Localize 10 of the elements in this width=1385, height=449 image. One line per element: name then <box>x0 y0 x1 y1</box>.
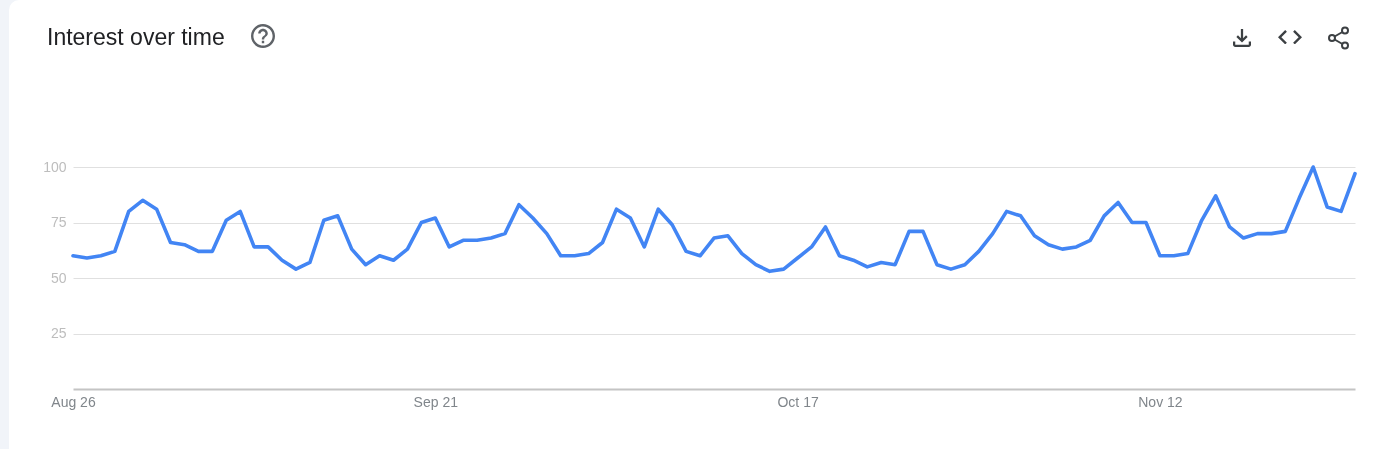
line-series <box>71 165 1357 274</box>
x-tick-label: Oct 17 <box>777 393 819 410</box>
y-tick-label: 75 <box>50 214 67 230</box>
y-tick-label: 25 <box>50 325 67 341</box>
y-tick-label: 50 <box>50 269 67 286</box>
x-tick-label: Sep 21 <box>413 393 459 410</box>
chart-title: Interest over time <box>47 23 225 52</box>
y-tick-label: 100 <box>43 158 67 175</box>
x-tick-label: Aug 26 <box>51 393 96 410</box>
x-tick-label: Nov 12 <box>1138 393 1183 410</box>
